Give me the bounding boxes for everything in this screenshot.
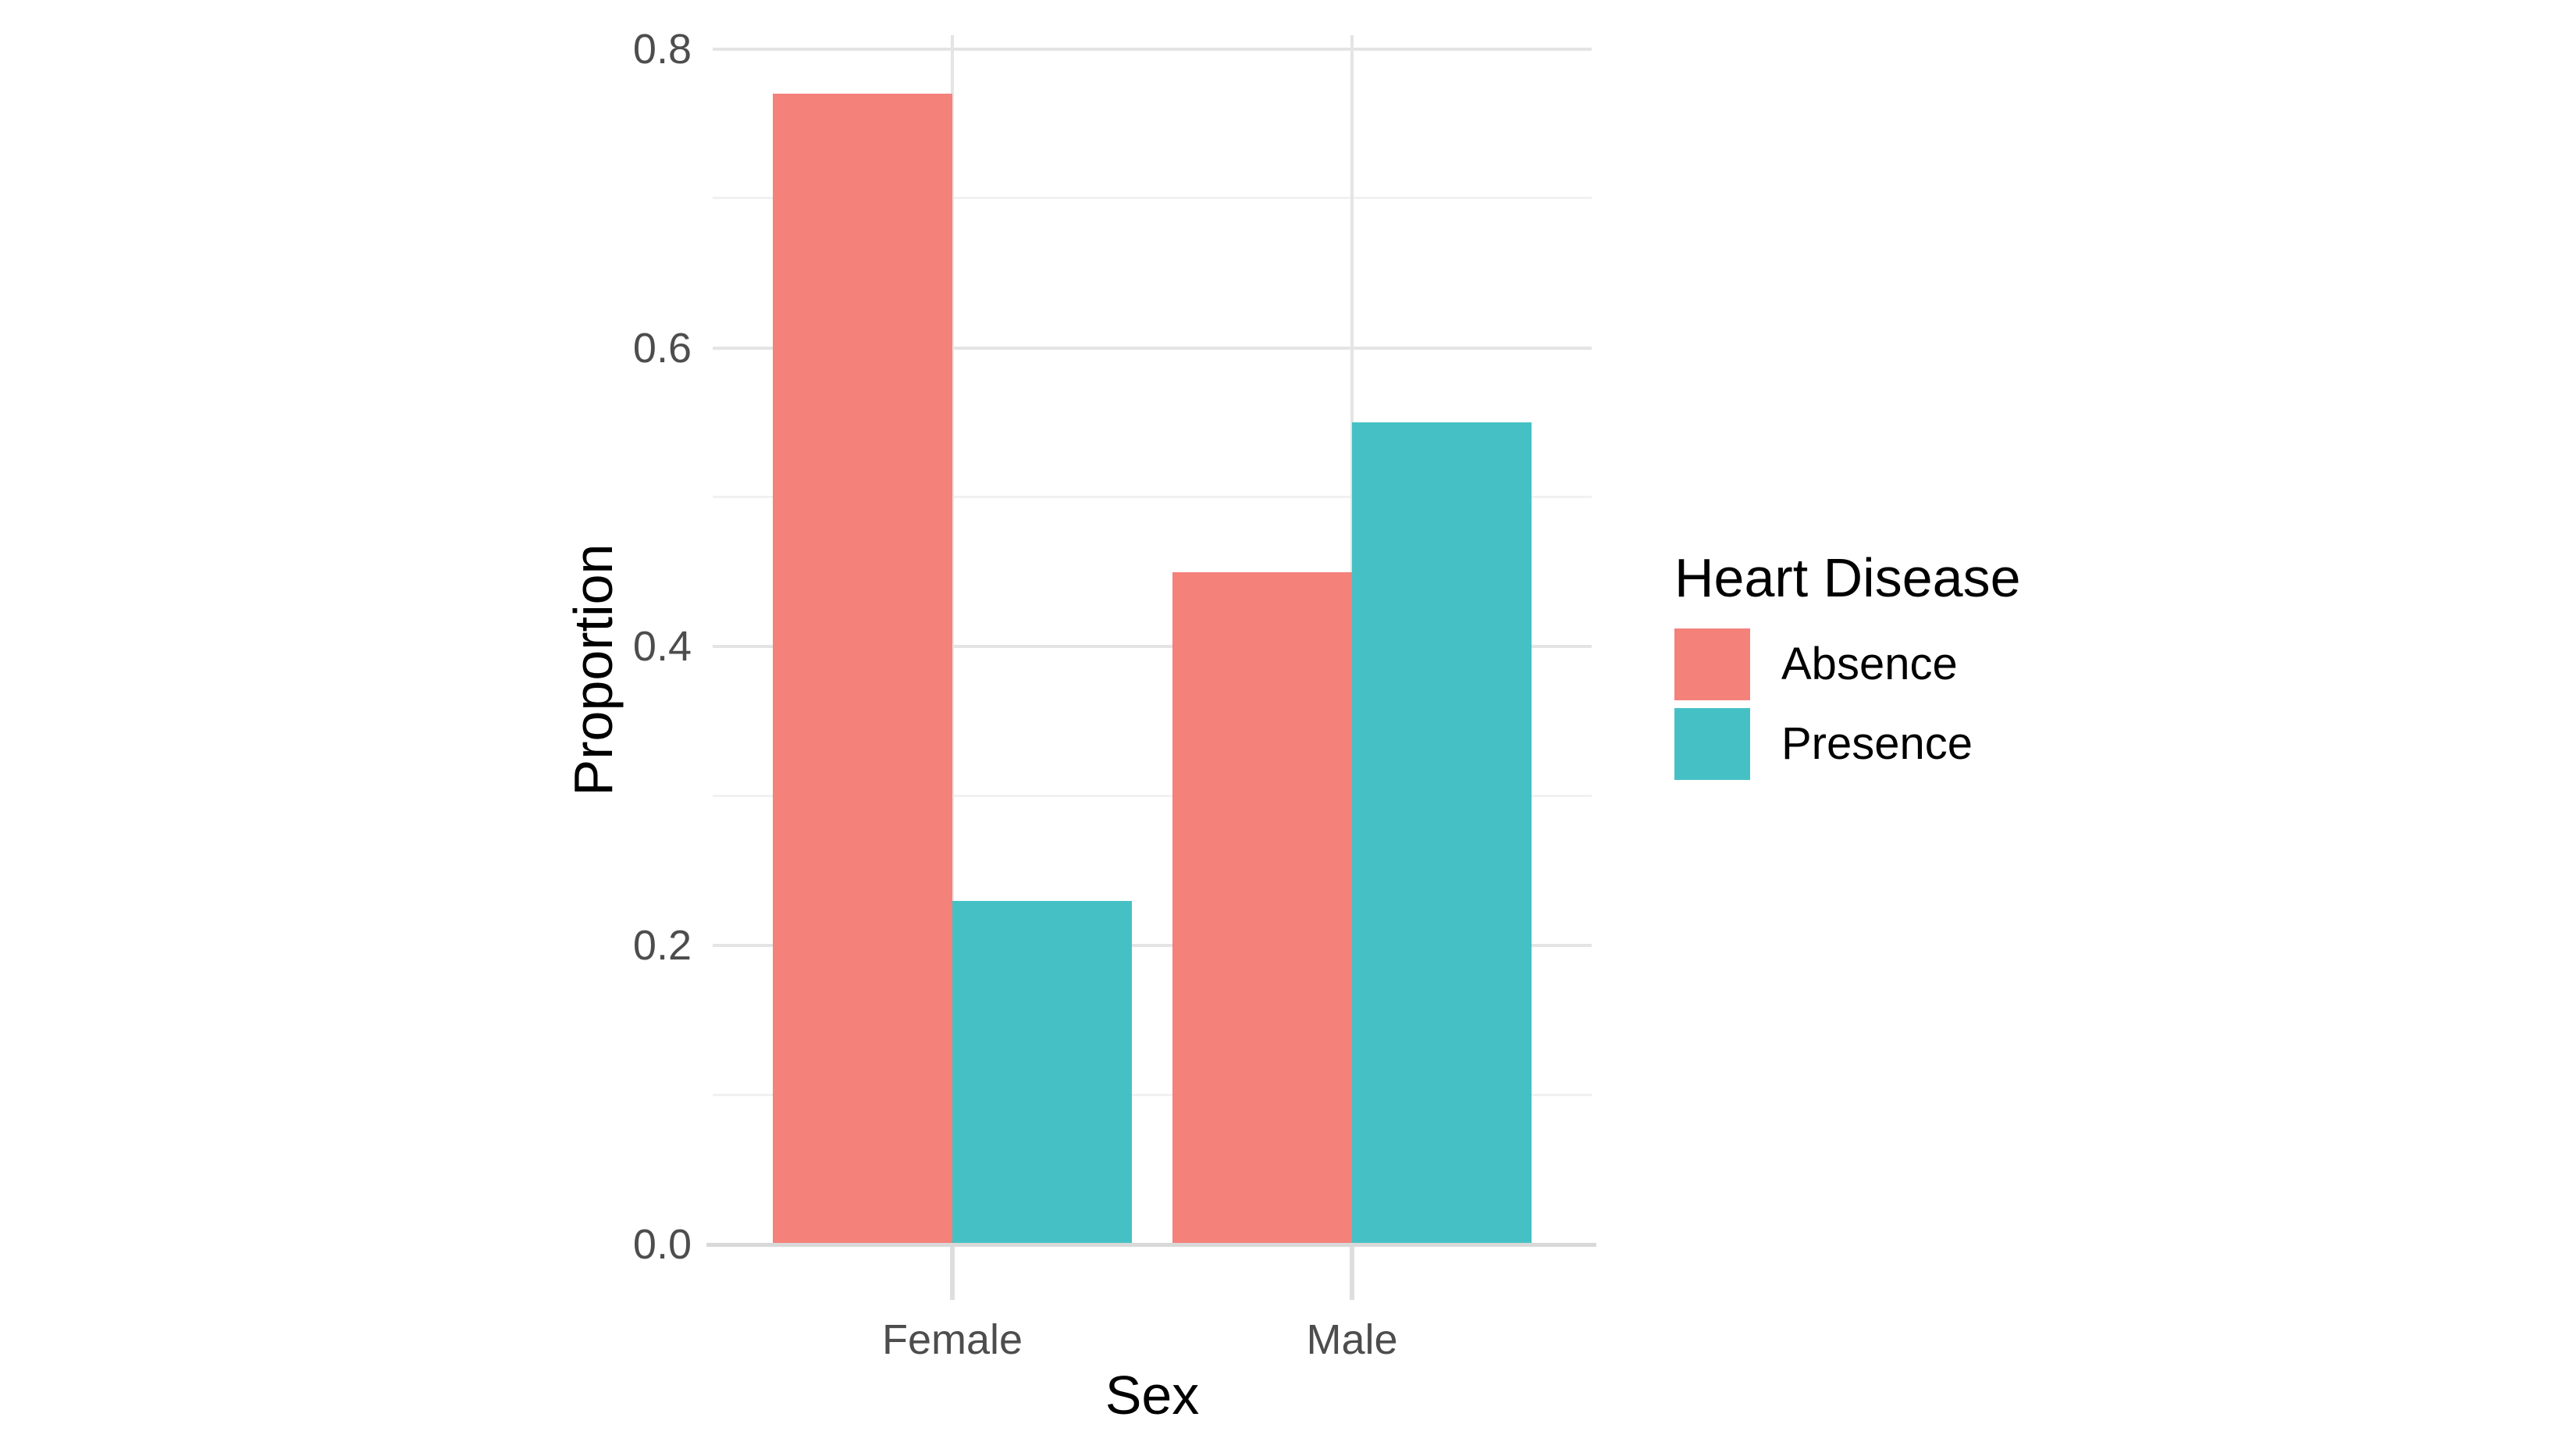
legend-swatch-presence — [1674, 708, 1750, 780]
y-tick-label-0.2: 0.2 — [632, 922, 692, 970]
legend-label-presence: Presence — [1781, 718, 1973, 769]
x-axis-title: Sex — [1105, 1365, 1200, 1426]
legend: Heart Disease Absence Presence — [1674, 546, 2021, 788]
x-axis-line — [706, 1243, 1596, 1247]
y-tick-label-0.8: 0.8 — [632, 25, 692, 73]
bar-female-presence — [952, 900, 1132, 1244]
x-tick-male — [1350, 1247, 1354, 1300]
gridline-v-female — [951, 35, 954, 1244]
legend-label-absence: Absence — [1781, 639, 1958, 689]
legend-item-presence: Presence — [1674, 708, 2021, 780]
y-tick-label-0.4: 0.4 — [632, 623, 692, 671]
gridline-h-minor-0.3 — [713, 794, 1592, 797]
gridline-h-major-0.2 — [713, 944, 1592, 948]
gridline-h-major-0.8 — [713, 47, 1592, 51]
y-axis-title: Proportion — [563, 543, 624, 796]
legend-title: Heart Disease — [1674, 547, 2021, 608]
x-tick-female — [950, 1247, 955, 1300]
plot-panel — [713, 35, 1592, 1246]
x-tick-label-male: Male — [1306, 1316, 1398, 1363]
legend-item-absence: Absence — [1674, 628, 2021, 700]
gridline-h-minor-0.5 — [713, 496, 1592, 498]
y-tick-label-0.6: 0.6 — [632, 324, 692, 372]
bar-male-presence — [1352, 422, 1532, 1244]
bar-male-absence — [1172, 571, 1352, 1244]
legend-swatch-absence — [1674, 628, 1750, 700]
x-tick-label-female: Female — [881, 1316, 1023, 1363]
y-tick-label-0.0: 0.0 — [632, 1221, 692, 1268]
gridline-h-major-0.4 — [713, 645, 1592, 649]
gridline-h-minor-0.7 — [713, 197, 1592, 200]
bar-female-absence — [773, 94, 952, 1244]
legend-keys: Absence Presence — [1674, 628, 2021, 780]
gridline-h-minor-0.1 — [713, 1093, 1592, 1096]
gridline-h-major-0.6 — [713, 346, 1592, 350]
